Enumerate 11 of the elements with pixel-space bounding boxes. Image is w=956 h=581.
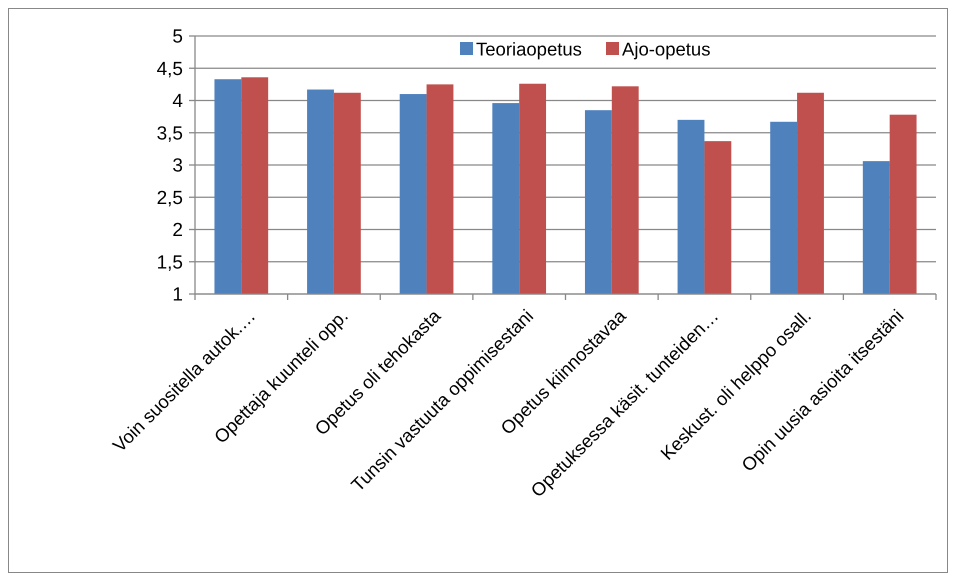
y-tick-label: 1 xyxy=(172,284,183,306)
y-tick-label: 3,5 xyxy=(156,123,183,144)
y-tick-label: 3 xyxy=(172,156,183,177)
y-tick-label: 4 xyxy=(172,91,184,112)
legend-label: Ajo-opetus xyxy=(622,38,710,60)
y-tick-label: 2,5 xyxy=(156,188,183,209)
y-tick-label: 1,5 xyxy=(156,252,183,274)
y-tick-label: 2 xyxy=(172,220,183,242)
y-tick-label: 4,5 xyxy=(156,58,183,80)
y-tick-label: 5 xyxy=(172,26,183,48)
legend-label: Teoriaopetus xyxy=(476,38,582,60)
